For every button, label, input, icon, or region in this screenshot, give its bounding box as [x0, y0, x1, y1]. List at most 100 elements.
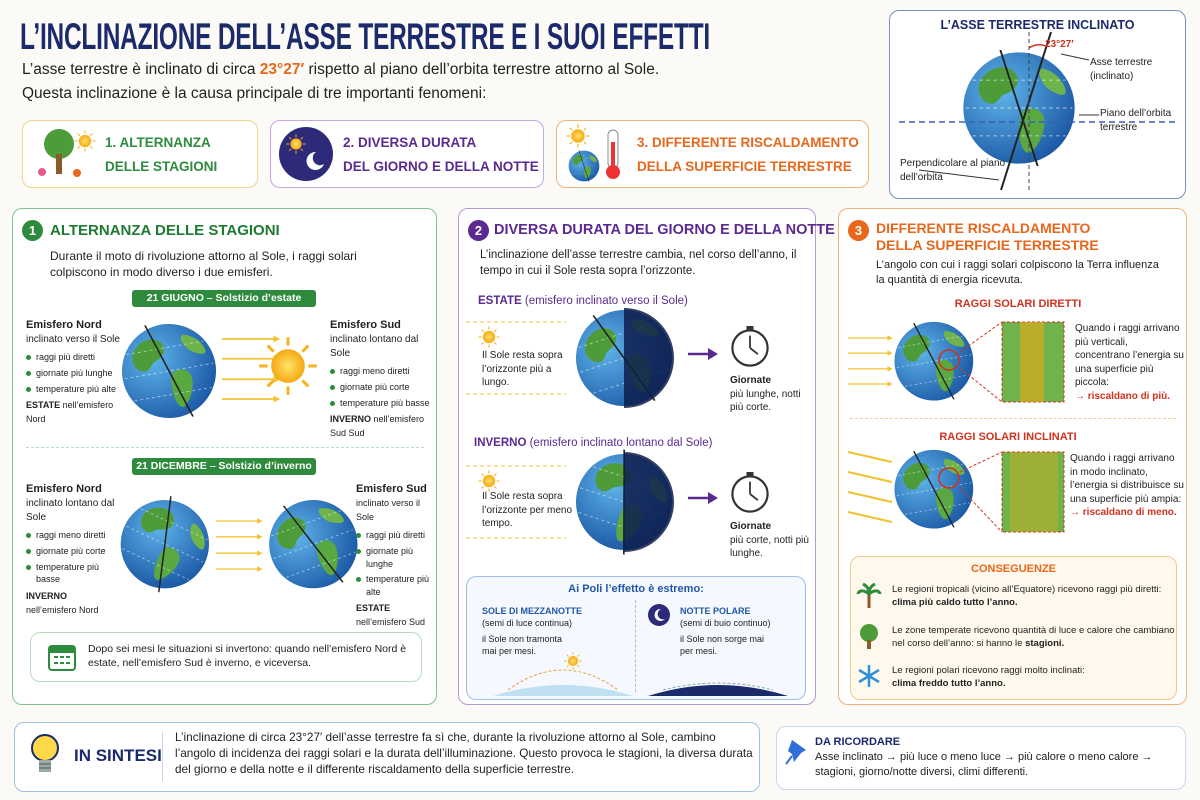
section-number: 2 [468, 220, 489, 241]
pin-icon [785, 740, 806, 765]
path [624, 452, 674, 552]
remember-title: DA RICORDARE [815, 736, 901, 748]
intro: L’asse terrestre è inclinato di circa 23… [22, 60, 659, 81]
span: inclinato verso il Sole [356, 498, 421, 523]
path [493, 685, 633, 696]
sun [258, 336, 318, 396]
ray-text: Quando i raggi arrivano in modo inclinat… [1070, 452, 1185, 520]
path [648, 685, 788, 696]
divider [635, 600, 636, 692]
li: giornate più corte [330, 381, 430, 394]
li: raggi meno diretti [26, 529, 116, 542]
remember-text: Asse inclinato → più luce o meno luce → … [815, 751, 1153, 778]
b: SOLE DI MEZZANOTTE [482, 606, 582, 616]
use [216, 517, 264, 573]
circle [44, 129, 74, 159]
li: temperature più basse [330, 397, 430, 410]
path [662, 682, 774, 691]
banner: 21 DICEMBRE – Solstizio d’inverno [132, 458, 316, 475]
zoom [959, 451, 1065, 533]
span: nell’emisfero Sud [356, 617, 426, 628]
span: INVERNO nell’emisfero Nord [26, 591, 99, 615]
rect [1020, 322, 1044, 402]
axis-diagram [899, 31, 1179, 191]
span: il Sole non sorge mai per mesi. [680, 634, 765, 657]
separator [850, 418, 1176, 419]
b: ESTATE [26, 400, 61, 411]
b: INVERNO [474, 437, 527, 449]
path [306, 151, 324, 170]
use [731, 472, 769, 513]
ul: raggi meno diretti giornate più corte temp… [330, 365, 430, 409]
consequence: Le zone temperate ricevono quantità di l… [892, 625, 1177, 651]
separator [26, 447, 424, 448]
tree-icon [38, 129, 96, 177]
use [258, 336, 318, 396]
globe [886, 441, 982, 537]
li: giornate più corte [26, 545, 116, 558]
palm-icon [856, 582, 882, 608]
poles-title: Ai Poli l’effetto è estremo: [568, 583, 704, 595]
li: giornate più lunghe [356, 545, 436, 570]
use [254, 485, 373, 604]
pole-text: SOLE DI MEZZANOTTE (semi di luce continua… [482, 605, 627, 658]
b: ESTATE [356, 603, 391, 614]
topic-line: 3. DIFFERENTE RISCALDAMENTO [637, 135, 859, 150]
span: il Sole non tramonta mai per mesi. [482, 634, 563, 657]
clock [731, 326, 769, 367]
circle [73, 169, 81, 177]
span: inclinato verso il Sole [26, 334, 120, 346]
path [54, 656, 70, 664]
rect [1001, 451, 1065, 533]
topic-line: DELLA SUPERFICIE TERRESTRE [637, 159, 852, 174]
sun-rays [466, 321, 566, 395]
path [39, 763, 51, 769]
poles-box [466, 576, 806, 700]
span: INVERNO nell’emisfero Sud Sud [330, 414, 424, 438]
summary-box [14, 722, 760, 792]
b: 23°27′ [259, 61, 305, 78]
consequence: Le regioni tropicali (vicino all’Equator… [892, 584, 1177, 610]
span: L’asse terrestre è inclinato di circa [22, 61, 260, 78]
span: (semi di buio continuo) [680, 618, 771, 629]
b: clima freddo tutto l’anno. [892, 677, 1006, 689]
globe [560, 294, 688, 422]
intro-line: Questa inclinazione è la causa principal… [22, 85, 487, 102]
rect [56, 154, 62, 174]
axis-title: L’ASSE TERRESTRE INCLINATO [940, 18, 1135, 32]
path [708, 492, 718, 504]
path [466, 465, 566, 539]
consequences-title: CONSEGUENZE [971, 563, 1056, 575]
snow-icon [858, 665, 880, 687]
rect [49, 646, 75, 653]
section-intro: L’angolo con cui i raggi solari colpisco… [876, 259, 1159, 286]
pole-text: NOTTE POLARE (semi di buio continuo) il So… [680, 605, 800, 658]
g [847, 451, 893, 523]
sun-rays [466, 465, 566, 539]
divider [162, 732, 163, 782]
path [856, 582, 882, 596]
path [708, 348, 718, 360]
use [962, 50, 1076, 166]
topic-line: DEL GIORNO E DELLA NOTTE [343, 159, 539, 174]
case-heading: ESTATE (emisfero inclinato verso il Sole… [478, 294, 688, 310]
topic-line: 1. ALTERNANZA [105, 135, 211, 150]
axis-label: Asse terrestre (inclinato) [1090, 57, 1153, 82]
sun-text: Il Sole resta sopra l’orizzonte più a lu… [482, 350, 563, 388]
consequences-box [850, 556, 1177, 700]
tree-icon [860, 624, 878, 649]
ray-title: RAGGI SOLARI INCLINATI [939, 431, 1077, 443]
summary-title: IN SINTESI [74, 746, 162, 765]
circle [31, 734, 59, 762]
path [847, 451, 893, 523]
b: Emisfero Sud [356, 483, 427, 495]
result: Giornate più corte, notti più lunghe. [730, 520, 810, 561]
path [858, 665, 880, 687]
circle [38, 168, 46, 176]
hemisphere-text: Emisfero Nord inclinato verso il Sole ragg… [26, 318, 121, 427]
b: NOTTE POLARE [680, 606, 751, 616]
span: inclinato lontano dal Sole [26, 498, 115, 524]
circle [648, 604, 670, 626]
circle [938, 467, 960, 489]
